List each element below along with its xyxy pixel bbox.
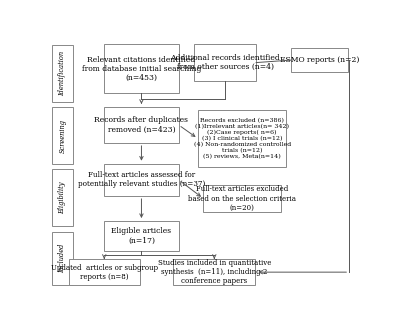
FancyBboxPatch shape <box>104 107 179 143</box>
FancyBboxPatch shape <box>52 45 73 102</box>
Text: Full-text articles assessed for
potentially relevant studies (n=37): Full-text articles assessed for potentia… <box>78 171 205 189</box>
Text: Included: Included <box>58 244 66 273</box>
FancyBboxPatch shape <box>69 259 140 285</box>
FancyBboxPatch shape <box>198 110 286 168</box>
Text: ESMO reports (n=2): ESMO reports (n=2) <box>280 56 359 64</box>
Text: Studies included in quantitative
synthesis  (n=11), including 2
conference paper: Studies included in quantitative synthes… <box>158 259 271 285</box>
Text: Eligible articles
(n=17): Eligible articles (n=17) <box>111 227 172 245</box>
Text: Records after duplicates
removed (n=423): Records after duplicates removed (n=423) <box>94 116 188 133</box>
Text: Identification: Identification <box>58 51 66 96</box>
FancyBboxPatch shape <box>52 232 73 285</box>
FancyBboxPatch shape <box>104 44 179 93</box>
Text: Relevant citations identified
from database initial searching
(n=453): Relevant citations identified from datab… <box>82 56 201 82</box>
Text: Additional records identified
from other sources (n=4): Additional records identified from other… <box>170 54 280 71</box>
FancyBboxPatch shape <box>173 259 255 285</box>
Text: Screening: Screening <box>58 119 66 153</box>
FancyBboxPatch shape <box>104 164 179 196</box>
Text: Full-text articles excluded
based on the selection criteria
(n=20): Full-text articles excluded based on the… <box>188 185 296 212</box>
FancyBboxPatch shape <box>204 185 281 212</box>
FancyBboxPatch shape <box>104 221 179 251</box>
FancyBboxPatch shape <box>291 48 348 72</box>
FancyBboxPatch shape <box>52 169 73 226</box>
FancyBboxPatch shape <box>52 107 73 164</box>
Text: Eligibility: Eligibility <box>58 182 66 214</box>
Text: Updated  articles or subgroup
reports (n=8): Updated articles or subgroup reports (n=… <box>51 263 158 281</box>
FancyBboxPatch shape <box>194 44 256 81</box>
Text: Records excluded (n=386)
(1)Irrelevant articles(n= 342)
(2)Case reports( n=6)
(3: Records excluded (n=386) (1)Irrelevant a… <box>194 118 291 159</box>
